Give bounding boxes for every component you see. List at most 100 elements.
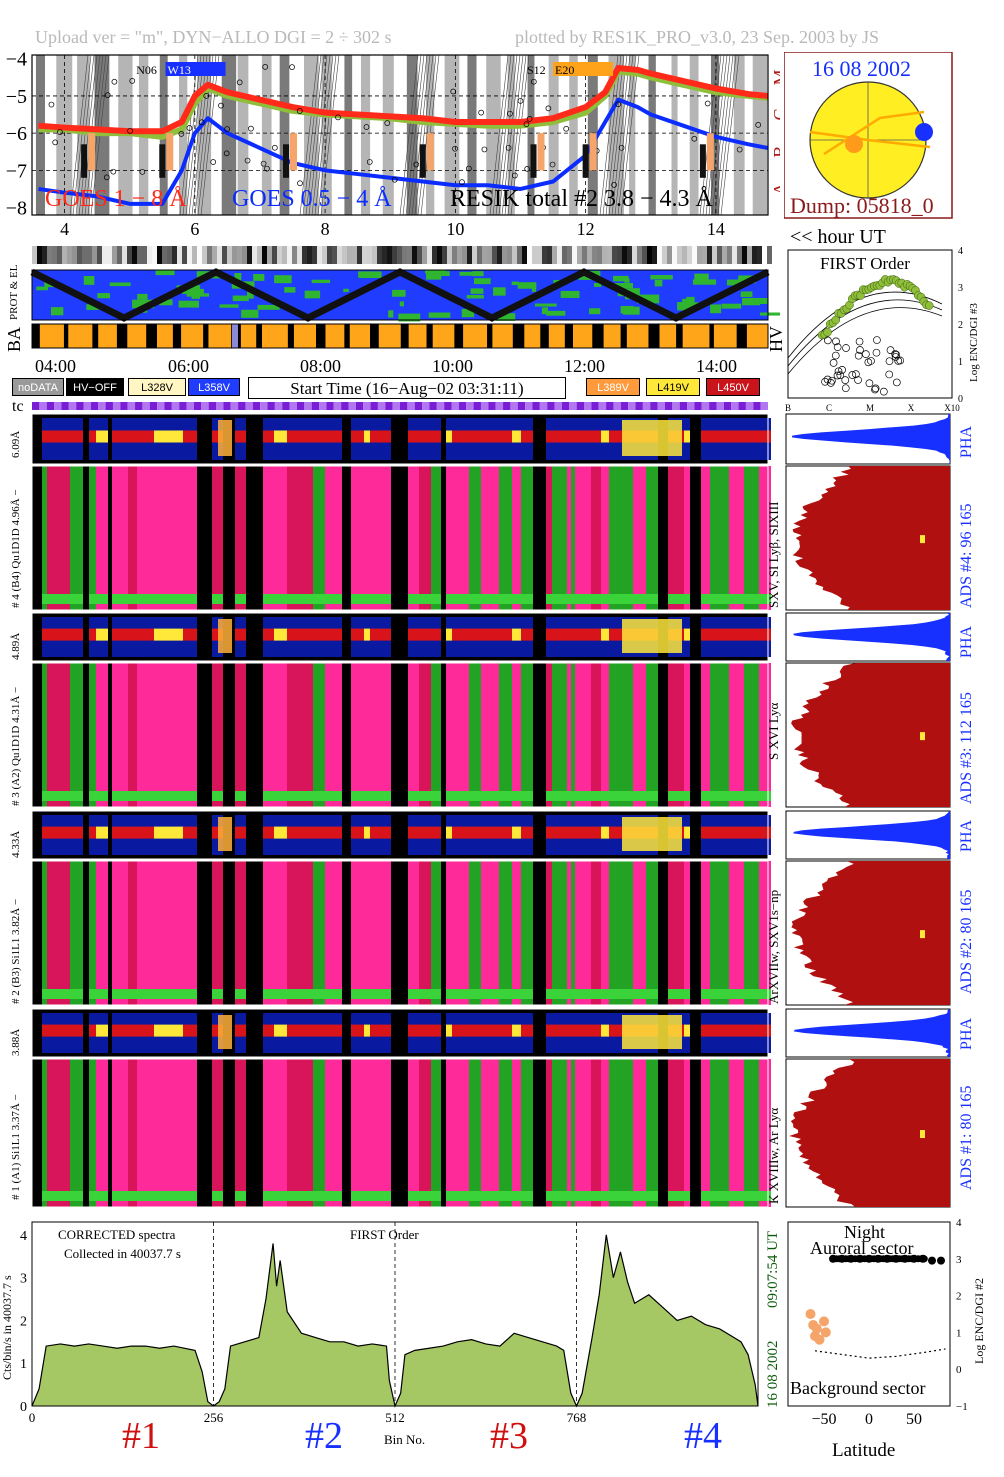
spectro-bottom-band xyxy=(70,989,83,999)
pha-peak xyxy=(481,628,495,641)
gray-strip-cell xyxy=(377,246,382,264)
pha-peak xyxy=(512,1024,521,1037)
gray-strip-cell xyxy=(452,246,457,264)
spectro-column xyxy=(137,663,154,807)
saa-hatch xyxy=(314,54,334,216)
spectro-bottom-band xyxy=(721,791,729,801)
spectro-bottom-band xyxy=(721,1191,729,1201)
status-time-1: 06:00 xyxy=(168,356,210,376)
tc-strip-cell xyxy=(201,402,209,410)
spectro-bottom-band xyxy=(567,594,571,604)
eclipse-band xyxy=(178,55,188,215)
prot-el-patch xyxy=(426,271,442,280)
spectro-bottom-band xyxy=(571,791,575,801)
pha-peak xyxy=(96,628,101,641)
pha-peak xyxy=(609,628,622,641)
gray-strip-cell xyxy=(697,246,702,264)
tc-strip-cell xyxy=(591,402,599,410)
pha-peak xyxy=(303,430,313,443)
gray-strip-cell xyxy=(217,246,222,264)
status-strips xyxy=(30,246,780,410)
spectro-column xyxy=(521,1059,533,1207)
spectro-column xyxy=(710,466,721,610)
tc-strip-cell xyxy=(289,402,297,410)
prot-el-patch xyxy=(541,307,548,315)
tc-strip-cell xyxy=(120,402,128,410)
spectro-column xyxy=(274,466,287,610)
saa-hatch xyxy=(405,54,425,216)
prot-el-patch xyxy=(304,290,321,299)
spectro-bottom-band xyxy=(212,989,223,999)
pha-peak xyxy=(481,1024,495,1037)
gray-strip-cell xyxy=(747,246,752,264)
gray-strip-cell xyxy=(717,246,722,264)
saa-hatch xyxy=(75,54,95,216)
spectrum-y-tick: 3 xyxy=(20,1272,27,1287)
ads-histogram xyxy=(792,466,950,610)
prot-el-patch xyxy=(392,289,406,297)
spectro-column xyxy=(212,466,223,610)
resik-sample-point xyxy=(465,165,472,172)
spectro-column xyxy=(452,861,458,1005)
gray-strip-cell xyxy=(442,246,447,264)
tc-strip-cell xyxy=(451,402,459,410)
gray-strip-cell xyxy=(312,246,317,264)
resik-sample-point xyxy=(366,159,373,165)
spectro-column xyxy=(171,663,183,807)
gray-strip-cell xyxy=(327,246,332,264)
tc-strip-cell xyxy=(569,402,577,410)
tc-strip-cell xyxy=(495,402,504,410)
resik-sample-point xyxy=(224,126,230,132)
tc-strip-cell xyxy=(561,402,570,410)
spectro-bottom-band xyxy=(622,1191,633,1201)
spectro-bottom-band xyxy=(287,1191,303,1201)
fo-open-point xyxy=(831,351,840,360)
prot-el-patch xyxy=(493,287,506,296)
pha-peak xyxy=(370,1024,387,1037)
gray-strip-cell xyxy=(607,246,612,264)
saa-hatch xyxy=(711,54,731,216)
spectro-bottom-band xyxy=(552,1191,567,1201)
pha-peak xyxy=(567,628,571,641)
tc-strip-cell xyxy=(584,402,592,410)
pha-peak xyxy=(446,430,452,443)
spectro-column xyxy=(721,861,729,1005)
spectro-bottom-band xyxy=(387,989,391,999)
gray-strip-cell xyxy=(702,246,707,264)
background-point xyxy=(814,1334,825,1345)
pha-peak xyxy=(47,826,56,839)
prot-el-patch xyxy=(83,275,95,285)
spectro-column xyxy=(481,466,495,610)
tc-strip-cell xyxy=(260,402,268,410)
gray-strip-cell xyxy=(212,246,217,264)
eclipse-band xyxy=(467,55,477,215)
resik-sample-point xyxy=(691,135,698,142)
pha-peak xyxy=(364,430,370,443)
pha-peak xyxy=(546,628,552,641)
spectro-bottom-band xyxy=(601,989,609,999)
fo-open-point xyxy=(854,351,863,360)
tc-strip-cell xyxy=(392,402,400,410)
spectro-column xyxy=(609,466,622,610)
spectro-column xyxy=(128,1059,137,1207)
resik-sample-point xyxy=(384,120,391,127)
saa-hatch xyxy=(492,54,512,216)
pha-peak xyxy=(313,430,325,443)
spectro-column xyxy=(567,663,571,807)
tc-strip-cell xyxy=(149,402,158,410)
spectro-column xyxy=(481,663,495,807)
spectro-column xyxy=(154,1059,171,1207)
spectro-column xyxy=(571,1059,575,1207)
latitude-panel: −1 0 1 2 3 4 −50 0 50 xyxy=(787,1217,968,1428)
ch2-pha-tag: PHA xyxy=(958,819,975,852)
gray-strip-cell xyxy=(232,246,237,264)
spectro-column xyxy=(701,466,710,610)
spectro-bottom-band xyxy=(546,791,552,801)
pha-peak xyxy=(729,1024,744,1037)
spectro-bottom-band xyxy=(101,791,108,801)
pha-peak xyxy=(575,1024,591,1037)
spectro-bottom-band xyxy=(646,791,658,801)
fo-open-point xyxy=(867,357,875,365)
spectro-bottom-band xyxy=(609,1191,622,1201)
